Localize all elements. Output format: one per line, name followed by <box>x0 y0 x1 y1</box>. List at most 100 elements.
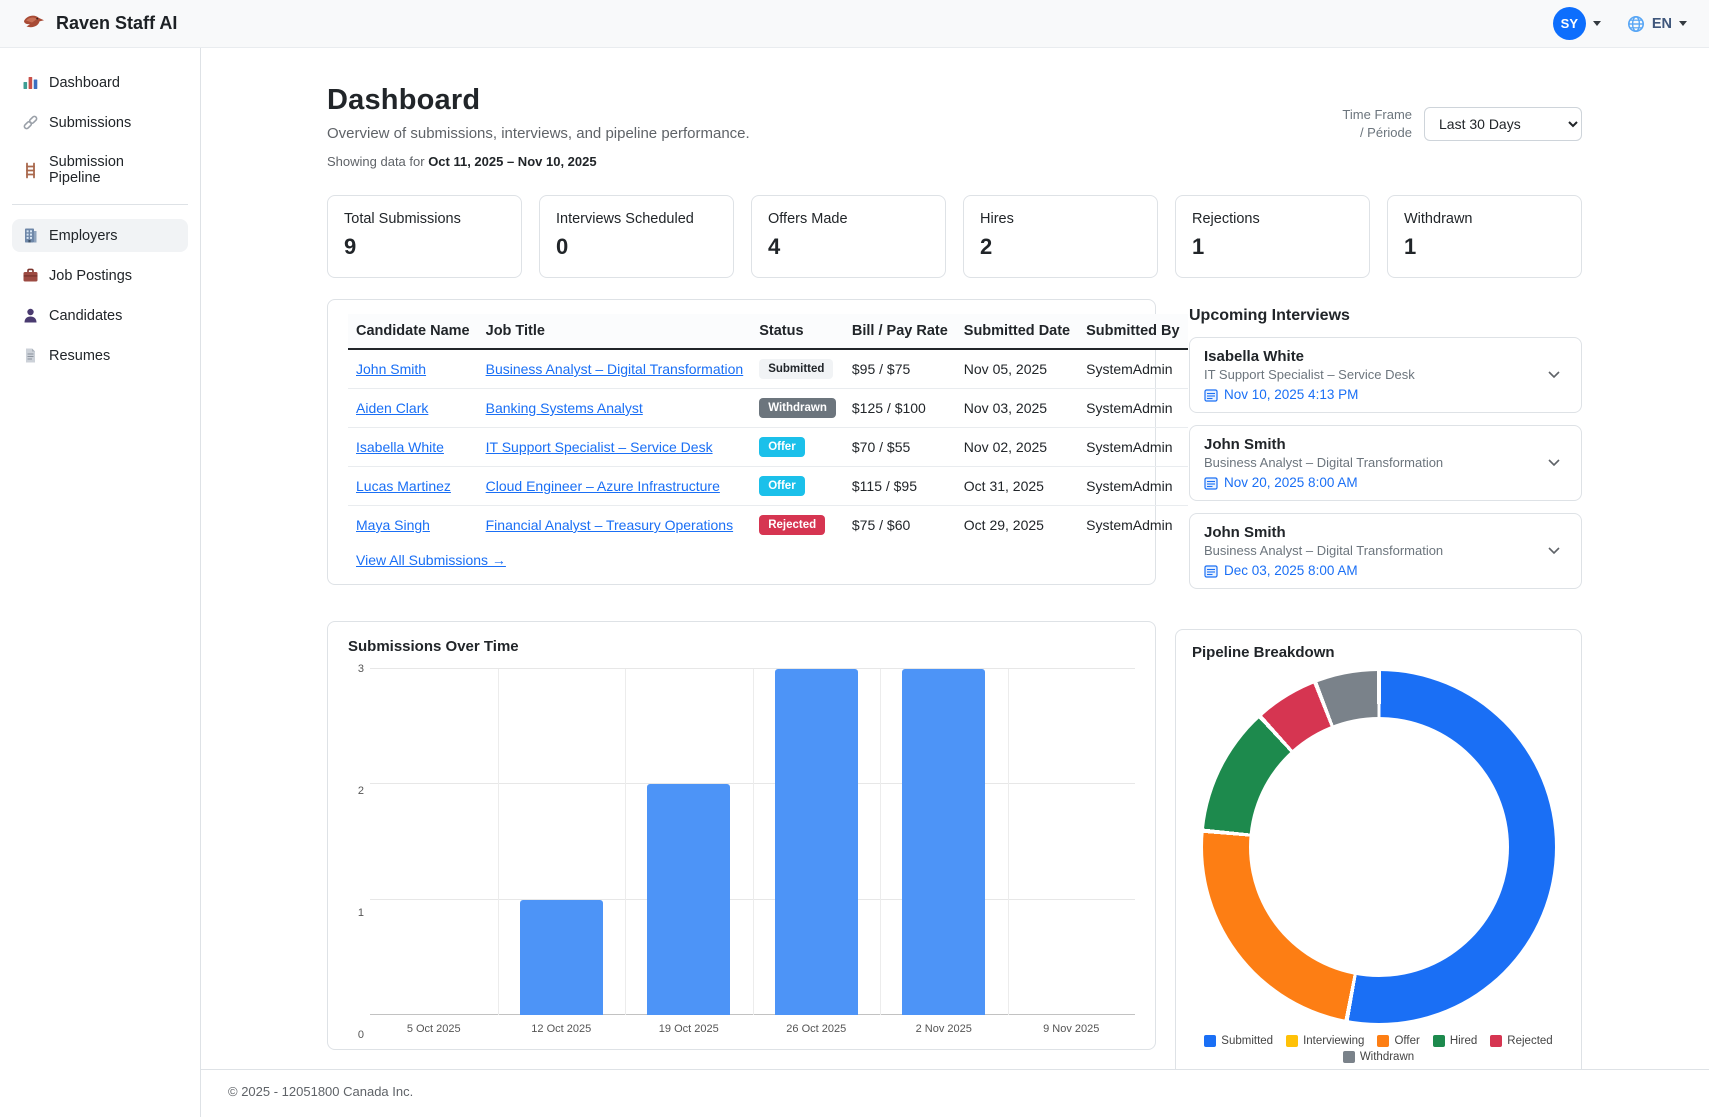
bar-19 Oct 2025 <box>647 784 731 1015</box>
view-all-submissions-link[interactable]: View All Submissions → <box>356 552 506 568</box>
document-icon <box>26 348 35 363</box>
job-title-link[interactable]: Banking Systems Analyst <box>485 400 643 416</box>
status-badge: Withdrawn <box>759 398 836 418</box>
building-icon <box>25 228 37 243</box>
stat-cards-row: Total Submissions 9 Interviews Scheduled… <box>327 195 1582 278</box>
stat-card-total-submissions: Total Submissions 9 <box>327 195 522 278</box>
interview-candidate: John Smith <box>1204 436 1286 453</box>
submitted-date: Nov 03, 2025 <box>955 388 1079 428</box>
submitted-by: SystemAdmin <box>1078 388 1188 428</box>
col-candidate-name: Candidate Name <box>348 314 478 350</box>
interview-card: John Smith Business Analyst – Digital Tr… <box>1189 513 1582 589</box>
submitted-date: Oct 31, 2025 <box>955 466 1079 506</box>
stat-label: Interviews Scheduled <box>556 211 694 227</box>
job-title-link[interactable]: Financial Analyst – Treasury Operations <box>485 517 734 533</box>
interview-card: Isabella White IT Support Specialist – S… <box>1189 337 1582 413</box>
job-title-link[interactable]: IT Support Specialist – Service Desk <box>485 439 713 455</box>
col-submitted-date: Submitted Date <box>955 314 1079 350</box>
timeframe-select[interactable]: Last 30 Days <box>1424 106 1582 141</box>
candidate-link[interactable]: Lucas Martinez <box>356 478 451 494</box>
interview-datetime-link[interactable]: Dec 03, 2025 8:00 AM <box>1204 563 1541 578</box>
bill-pay-rate: $115 / $95 <box>843 466 956 506</box>
stat-value: 0 <box>556 234 569 259</box>
chart-title: Submissions Over Time <box>348 638 519 655</box>
upcoming-interviews-title: Upcoming Interviews <box>1189 307 1350 324</box>
col-bill-pay-rate: Bill / Pay Rate <box>843 314 956 350</box>
col-submitted-by: Submitted By <box>1078 314 1188 350</box>
pipeline-donut-chart <box>1202 671 1555 1023</box>
submitted-date: Nov 02, 2025 <box>955 427 1079 467</box>
language-selector[interactable]: EN <box>1627 15 1687 33</box>
stat-card-rejections: Rejections 1 <box>1175 195 1370 278</box>
stat-label: Offers Made <box>768 211 848 227</box>
stat-card-hires: Hires 2 <box>963 195 1158 278</box>
page-subtitle: Overview of submissions, interviews, and… <box>327 125 750 142</box>
candidate-link[interactable]: Aiden Clark <box>356 400 429 416</box>
sidebar-item-label: Job Postings <box>49 267 133 284</box>
table-row: John Smith Business Analyst – Digital Tr… <box>348 349 1188 389</box>
legend-item-rejected: Rejected <box>1490 1035 1553 1047</box>
submitted-date: Nov 05, 2025 <box>955 349 1079 389</box>
candidate-link[interactable]: Maya Singh <box>356 517 430 533</box>
sidebar-item-label: Resumes <box>49 347 111 364</box>
legend-item-withdrawn: Withdrawn <box>1342 1051 1414 1063</box>
expand-interview-button[interactable] <box>1541 361 1567 390</box>
sidebar-item-label: Submission Pipeline <box>49 154 124 186</box>
sidebar-item-employers[interactable]: Employers <box>12 219 188 252</box>
sidebar-item-label: Candidates <box>49 307 123 324</box>
expand-interview-button[interactable] <box>1541 537 1567 566</box>
calendar-icon <box>1204 564 1218 578</box>
bill-pay-rate: $70 / $55 <box>843 427 956 467</box>
bill-pay-rate: $95 / $75 <box>843 349 956 389</box>
app-title: Raven Staff AI <box>56 13 178 33</box>
interview-role: IT Support Specialist – Service Desk <box>1204 367 1415 382</box>
stat-label: Total Submissions <box>344 211 461 227</box>
user-menu[interactable]: SY <box>1552 7 1601 40</box>
job-title-link[interactable]: Cloud Engineer – Azure Infrastructure <box>485 478 720 494</box>
job-title-link[interactable]: Business Analyst – Digital Transformatio… <box>485 361 744 377</box>
submitted-by: SystemAdmin <box>1078 349 1188 389</box>
submissions-table: Candidate Name Job Title Status Bill / P… <box>348 314 1188 544</box>
chevron-down-icon <box>1548 458 1560 466</box>
upcoming-interviews-panel: Upcoming Interviews Isabella White IT Su… <box>1175 307 1582 589</box>
stat-value: 9 <box>344 234 357 259</box>
expand-interview-button[interactable] <box>1541 449 1567 478</box>
submitted-date: Oct 29, 2025 <box>963 517 1044 533</box>
stat-label: Withdrawn <box>1404 211 1473 227</box>
user-avatar[interactable]: SY <box>1552 7 1586 40</box>
bar-26 Oct 2025 <box>774 669 858 1015</box>
bill-pay-rate: $125 / $100 <box>843 388 956 428</box>
language-caret-icon <box>1679 21 1687 26</box>
status-badge: Offer <box>759 437 805 457</box>
sidebar-item-candidates[interactable]: Candidates <box>12 299 188 332</box>
copyright-text: © 2025 - 12051800 Canada Inc. <box>228 1084 414 1099</box>
stat-label: Hires <box>980 211 1014 227</box>
sidebar-item-submission-pipeline[interactable]: Submission Pipeline <box>12 146 188 194</box>
interview-datetime-link[interactable]: Nov 10, 2025 4:13 PM <box>1204 387 1541 402</box>
brand: Raven Staff AI <box>22 12 177 36</box>
col-status: Status <box>751 314 844 350</box>
table-row: Lucas Martinez Cloud Engineer – Azure In… <box>348 466 1188 506</box>
sidebar-item-resumes[interactable]: Resumes <box>12 339 188 372</box>
main-area: Dashboard Overview of submissions, inter… <box>201 48 1709 1117</box>
pipeline-legend: Submitted Interviewing Offer Hired Rejected W… <box>1192 1035 1565 1063</box>
submitted-by: SystemAdmin <box>1078 466 1188 506</box>
stat-value: 2 <box>980 234 993 259</box>
user-menu-caret-icon <box>1592 21 1601 26</box>
stat-value: 4 <box>768 234 781 259</box>
calendar-icon <box>1204 388 1218 402</box>
legend-item-offer: Offer <box>1377 1035 1420 1047</box>
status-badge: Offer <box>759 476 805 496</box>
sidebar-item-dashboard[interactable]: Dashboard <box>12 66 188 99</box>
chevron-down-icon <box>1548 546 1560 554</box>
chevron-down-icon <box>1548 370 1560 378</box>
stat-value: 1 <box>1192 234 1205 259</box>
sidebar-item-submissions[interactable]: Submissions <box>12 106 188 139</box>
sidebar-item-job-postings[interactable]: Job Postings <box>12 259 188 292</box>
ladder-icon <box>26 162 35 178</box>
candidate-link[interactable]: Isabella White <box>356 439 444 455</box>
candidate-link[interactable]: John Smith <box>356 361 427 377</box>
interview-datetime-link[interactable]: Nov 20, 2025 8:00 AM <box>1204 475 1541 490</box>
table-row: Maya Singh Financial Analyst – Treasury … <box>348 506 1188 545</box>
link-icon <box>23 115 38 130</box>
